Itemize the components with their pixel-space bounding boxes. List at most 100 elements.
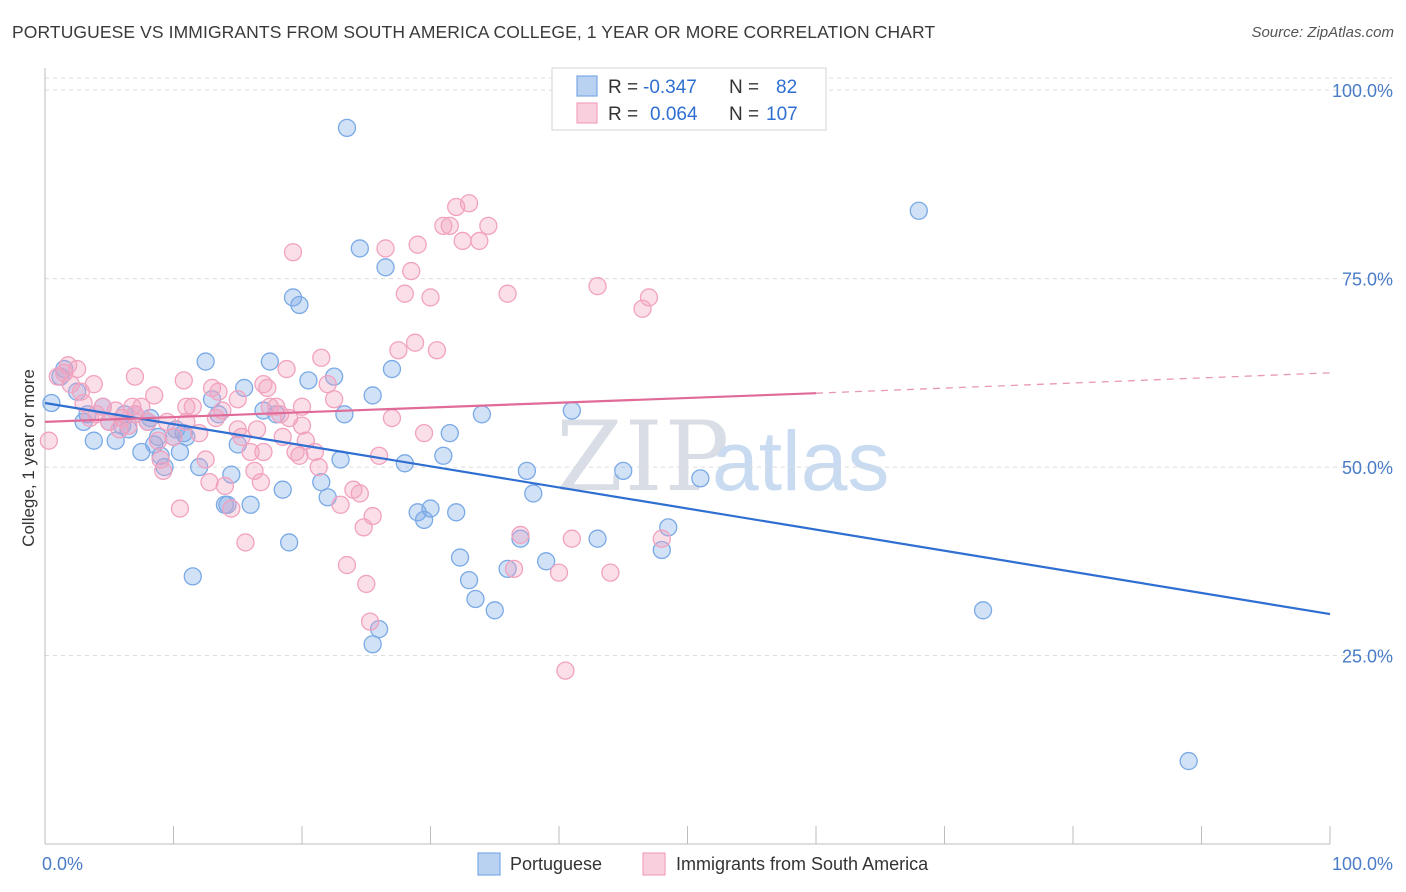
data-point [228,390,247,409]
y-axis-label: College, 1 year or more [19,369,38,547]
data-point [427,341,447,360]
legend-r-label-1: R = [608,77,638,98]
data-point [421,499,440,518]
data-point [691,469,710,488]
data-point [251,473,271,492]
legend-swatch-immigrants [576,102,598,124]
data-point [421,288,440,307]
data-points [39,118,1198,771]
watermark-atlas: atlas [712,414,889,508]
data-point [299,371,318,390]
data-point [504,559,524,578]
legend-box [551,67,827,131]
data-point [350,484,369,503]
data-point [260,397,280,416]
x-tick-labels: 0.0% 100.0% [42,854,1393,874]
data-point [382,408,402,428]
data-point [254,442,273,462]
data-point [335,405,354,424]
data-point [312,473,331,492]
trend-line-dashed-1 [815,372,1331,394]
y-tick-label: 50.0% [1342,458,1393,478]
x-tick-label: 0.0% [42,854,83,874]
data-point [453,231,472,251]
data-point [350,239,369,258]
legend-r-value-2: 0.064 [650,104,698,125]
data-point [247,420,267,439]
bottom-legend-swatch-portuguese [477,852,501,876]
trend-lines [44,372,1331,616]
data-point [414,424,434,443]
data-point [279,533,299,552]
data-point [106,431,125,450]
data-point [614,461,633,480]
legend: R = -0.347 N = 82 R = 0.064 N = 107 [551,67,827,131]
data-point [524,484,543,503]
source-label: Source: ZipAtlas.com [1251,24,1394,41]
bottom-legend-swatch-immigrants [642,852,666,876]
data-point [466,589,485,609]
bottom-legend-portuguese: Portuguese [510,854,602,874]
data-point [1179,751,1198,771]
x-tick-label: 100.0% [1332,854,1393,874]
data-point [434,446,453,465]
data-point [337,555,357,575]
data-point [652,529,671,548]
watermark-zip: ZIP [556,401,731,513]
data-point [241,442,260,462]
data-point [360,612,380,631]
data-point [273,480,292,499]
data-point [434,216,453,235]
data-point [402,261,421,281]
data-point [414,510,434,529]
data-point [447,503,466,522]
data-point [562,401,581,420]
data-point [209,382,228,401]
data-point [170,442,190,462]
data-point [909,201,928,220]
data-point [376,239,395,258]
data-point [440,216,459,235]
data-point [639,288,659,307]
y-tick-label: 25.0% [1342,647,1393,667]
data-point [382,359,402,379]
data-point [292,397,312,416]
data-point [196,450,215,469]
data-point [132,397,151,416]
legend-swatch-portuguese [576,75,598,97]
data-point [363,506,382,526]
data-point [472,405,492,424]
data-point [245,461,264,480]
chart-title: PORTUGUESE VS IMMIGRANTS FROM SOUTH AMER… [12,22,936,42]
data-point [254,375,273,394]
legend-n-value-1: 82 [776,77,797,98]
data-point [312,348,331,367]
data-point [588,529,607,548]
data-point [145,386,164,405]
data-point [67,382,87,401]
data-point [174,371,193,390]
data-point [405,333,425,352]
data-point [283,288,303,307]
data-point [357,574,376,594]
data-point [517,461,537,480]
legend-r-value-1: -0.347 [643,77,697,98]
data-point [84,375,103,394]
data-point [61,375,80,394]
data-point [177,397,196,416]
data-point [459,571,479,590]
data-point [450,548,470,567]
data-point [470,231,489,251]
data-point [395,284,414,303]
data-point [39,431,59,450]
y-tick-label: 100.0% [1332,81,1393,101]
data-point [324,390,344,409]
data-point [148,431,168,450]
data-point [479,216,498,235]
series-immigrants [39,194,671,680]
data-point [260,352,280,371]
data-point [236,533,255,552]
legend-n-value-2: 107 [766,104,798,125]
data-point [588,277,607,296]
